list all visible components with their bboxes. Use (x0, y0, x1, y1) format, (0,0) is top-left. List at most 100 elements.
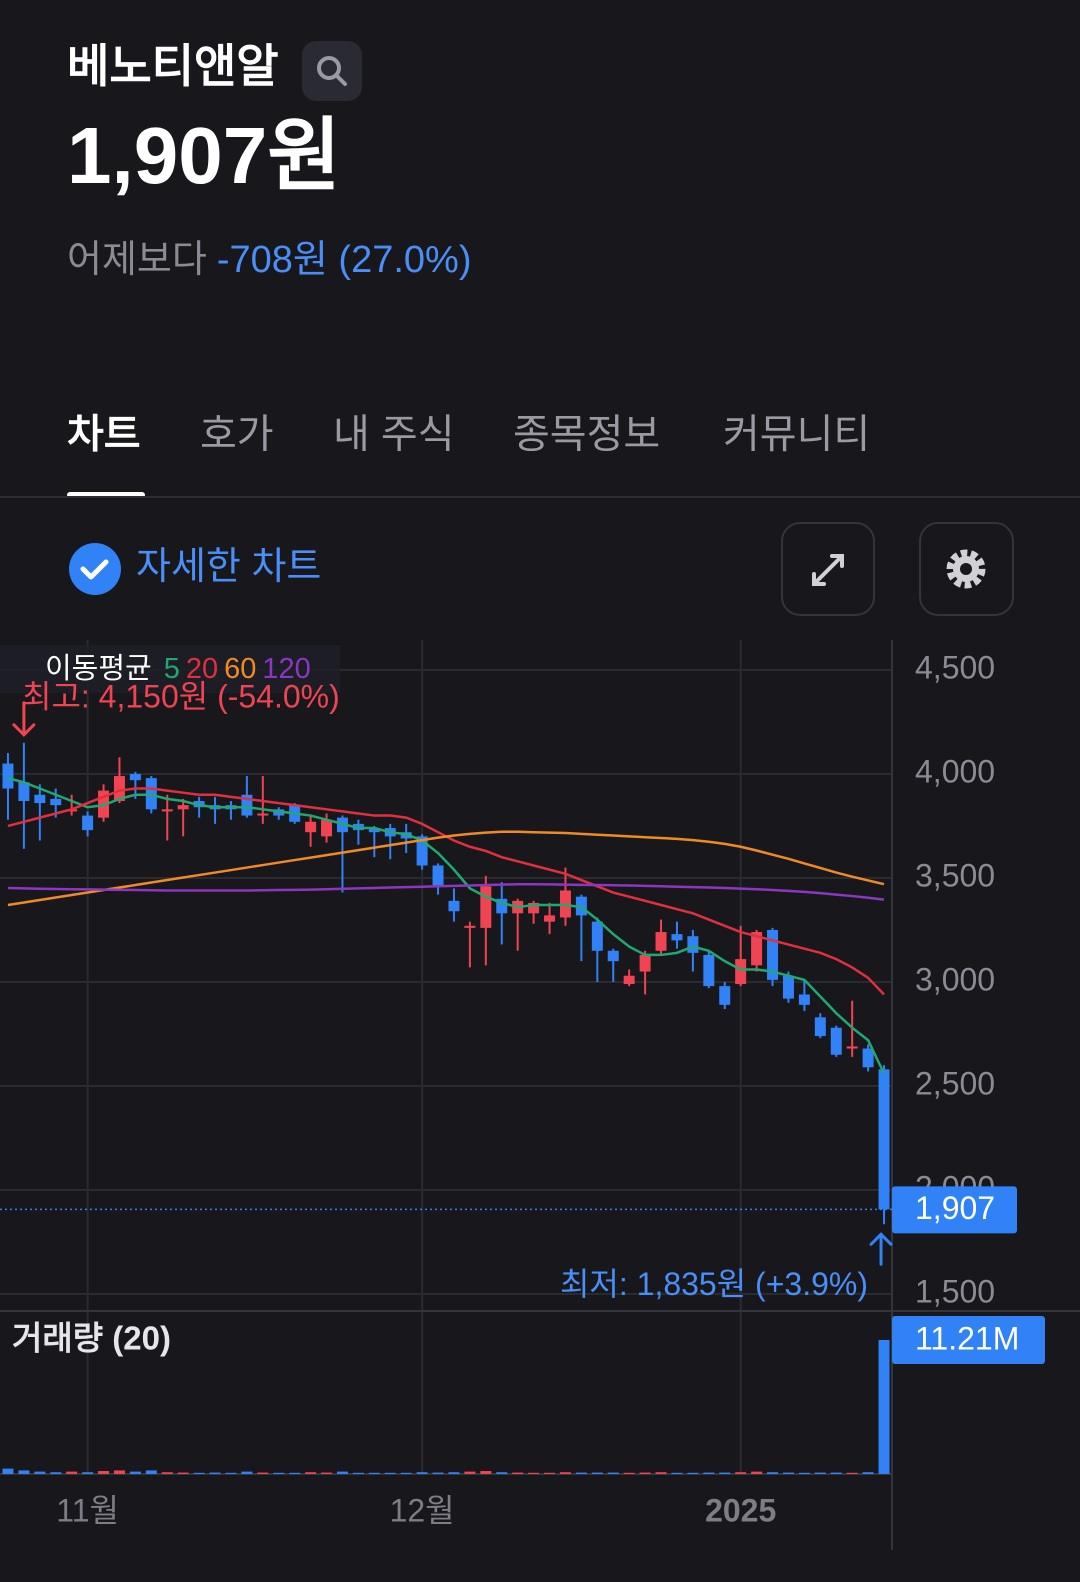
volume-bar (464, 1471, 476, 1474)
volume-bar (416, 1472, 428, 1474)
low-arrow (869, 1232, 893, 1266)
stock-name: 베노티앤알 (67, 40, 279, 92)
tab[interactable]: 종목정보 (513, 413, 660, 457)
legend-entry: 60 (224, 653, 256, 685)
volume-bar (113, 1470, 125, 1474)
volume-bar (480, 1471, 492, 1474)
candle-body (655, 932, 667, 951)
search-button[interactable] (302, 41, 362, 101)
volume-bar (384, 1472, 396, 1474)
candle-body (607, 950, 619, 962)
candle-body (464, 925, 476, 928)
legend: 이동평균 5 20 60 120 (45, 653, 311, 685)
moving-average-line (7, 776, 886, 1075)
y-tick-label: 1,500 (915, 1273, 995, 1309)
detail-toggle[interactable]: 자세한 차트 (69, 543, 321, 595)
candle-body (846, 1046, 858, 1049)
volume-bar (161, 1472, 173, 1474)
volume-bar (830, 1472, 842, 1474)
volume-bar (591, 1472, 603, 1474)
candle-body (321, 819, 333, 837)
candle-body (544, 915, 556, 922)
candle-body (2, 763, 14, 789)
volume-bar (352, 1472, 364, 1474)
volume-bar (321, 1472, 333, 1474)
candle-body (703, 954, 715, 987)
volume-bar (655, 1472, 667, 1474)
legend-entry: 120 (262, 653, 310, 685)
x-tick-label: 11월 (56, 1492, 119, 1528)
candle-body (719, 986, 731, 1005)
expand-button[interactable] (781, 522, 875, 616)
tab[interactable]: 커뮤니티 (723, 413, 870, 457)
candle-body (113, 776, 125, 801)
candle-body (767, 929, 779, 980)
moving-average-line (7, 830, 885, 907)
volume-bar (82, 1472, 94, 1474)
tab-bar: 차트 호가 내 주식 종목정보 커뮤니티 (67, 413, 870, 457)
candle-body (591, 921, 603, 951)
moving-average-line (7, 882, 885, 901)
legend-title: 이동평균 (45, 653, 152, 685)
candle-body (50, 798, 62, 806)
volume-bar (544, 1472, 556, 1474)
candle-body (862, 1048, 874, 1068)
volume-bar (814, 1472, 826, 1474)
x-tick-label: 2025 (705, 1492, 776, 1528)
x-tick-label: 12월 (390, 1492, 455, 1528)
change-line: 어제보다 -708원 (27.0%) (67, 239, 471, 281)
volume-bar (368, 1472, 380, 1474)
change-value: -708원 (27.0%) (217, 239, 472, 281)
candle-body (18, 782, 30, 801)
high-label: 최고: 4,150원 (-54.0%) (22, 678, 340, 714)
candle-body (34, 794, 46, 804)
detail-toggle-label: 자세한 차트 (136, 546, 321, 588)
volume-bar (719, 1472, 731, 1474)
volume-bar (50, 1472, 62, 1474)
volume-bar (735, 1472, 747, 1474)
legend-entry: 5 (164, 653, 180, 685)
tab[interactable]: 내 주식 (333, 413, 455, 457)
volume-bar (273, 1472, 285, 1474)
volume-bar (448, 1472, 460, 1474)
candle-body (639, 954, 651, 972)
candle-body (241, 794, 253, 816)
volume-bar (177, 1472, 189, 1474)
candle-body (177, 805, 189, 810)
legend-entry: 20 (186, 653, 218, 685)
volume-bar (623, 1472, 635, 1474)
volume-bar (98, 1471, 110, 1474)
y-tick-label: 3,000 (915, 961, 995, 997)
volume-bar (18, 1470, 30, 1474)
volume-bar (209, 1472, 221, 1474)
tab[interactable]: 호가 (200, 413, 274, 457)
volume-bar (528, 1472, 540, 1474)
candle-body (735, 959, 747, 985)
volume-bar (687, 1472, 699, 1474)
high-arrow (12, 701, 36, 737)
candle-body (528, 902, 540, 914)
candle-body (368, 828, 380, 833)
candle-body (448, 900, 460, 912)
volume-bar (257, 1472, 269, 1474)
volume-bar (496, 1472, 508, 1474)
volume-tag (892, 1315, 1045, 1364)
volume-bar (145, 1470, 157, 1474)
candle-body (480, 886, 492, 928)
volume-bar (782, 1472, 794, 1474)
candle-body (129, 773, 141, 781)
volume-bar (862, 1472, 874, 1474)
settings-button[interactable] (919, 522, 1014, 616)
candle-body (814, 1017, 826, 1037)
candle-body (623, 975, 635, 985)
candle-body (161, 809, 173, 812)
volume-bar (66, 1471, 78, 1474)
volume-bar (400, 1472, 412, 1474)
candle-body (416, 836, 428, 866)
volume-bar (751, 1471, 763, 1474)
volume-bar (129, 1471, 141, 1474)
candle-body (830, 1027, 842, 1055)
legend-backdrop (0, 645, 340, 693)
tab[interactable]: 차트 (67, 413, 141, 457)
